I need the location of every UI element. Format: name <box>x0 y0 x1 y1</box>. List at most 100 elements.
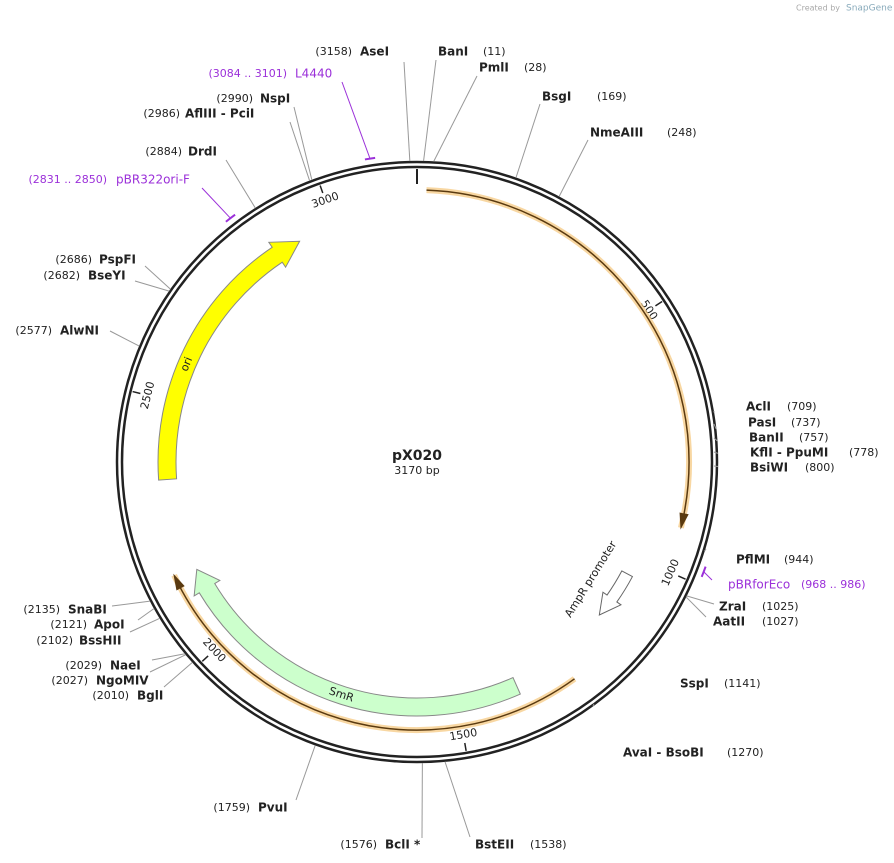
feature-ori <box>157 240 301 481</box>
site-leader <box>592 703 595 707</box>
site-leader <box>704 548 707 552</box>
site-position: (2010) <box>92 689 129 702</box>
tick-label: 1000 <box>659 557 682 588</box>
site-position: (1270) <box>727 746 764 759</box>
site-position: (2102) <box>36 634 73 647</box>
site-position: (248) <box>667 126 697 139</box>
site-leader <box>149 654 186 673</box>
site-name: SspI <box>680 677 709 691</box>
site-position: (2135) <box>23 603 60 616</box>
site-name: PasI <box>748 416 776 430</box>
tick-mark <box>201 655 209 662</box>
site-position: (2027) <box>51 674 88 687</box>
site-position: (2121) <box>50 618 87 631</box>
site-position: (1576) <box>340 838 377 851</box>
site-name: AclI <box>746 400 771 414</box>
primer-leader <box>341 81 371 159</box>
site-position: (28) <box>524 61 547 74</box>
site-name: AseI <box>360 45 389 59</box>
site-position: (1538) <box>530 838 567 851</box>
site-leader <box>444 761 471 838</box>
site-position: (1027) <box>762 615 799 628</box>
site-leader <box>648 652 651 655</box>
site-name: BglI <box>137 689 163 703</box>
site-leader <box>109 330 140 347</box>
tick-label: 3000 <box>310 189 341 211</box>
site-name: SnaBI <box>68 603 107 617</box>
site-name: PflMI <box>736 553 770 567</box>
site-leader <box>289 121 311 181</box>
site-name: BsgI <box>542 90 571 104</box>
tick-mark <box>132 390 141 395</box>
site-position: (2986) <box>143 107 180 120</box>
site-name: DrdI <box>188 145 217 159</box>
site-leader <box>713 423 717 430</box>
site-position: (1025) <box>762 600 799 613</box>
site-leader <box>144 265 171 290</box>
primer-range: (968 .. 986) <box>801 578 866 591</box>
site-position: (3158) <box>315 45 352 58</box>
gene-line <box>426 189 690 519</box>
site-position: (2682) <box>43 269 80 282</box>
primer-name: pBRforEco <box>728 578 790 592</box>
site-position: (169) <box>597 90 627 103</box>
site-leader <box>134 280 170 292</box>
site-name: NgoMIV <box>96 674 149 688</box>
tick-mark <box>319 185 324 194</box>
site-name: NspI <box>260 92 290 106</box>
site-name: BssHII <box>79 634 121 648</box>
primer-range: (3084 .. 3101) <box>208 67 287 80</box>
tick-mark <box>655 300 663 307</box>
site-position: (778) <box>849 446 879 459</box>
site-name: NmeAIII <box>590 126 643 140</box>
site-name: ApoI <box>94 618 125 632</box>
site-leader <box>403 61 411 162</box>
site-position: (2884) <box>145 145 182 158</box>
site-leader <box>558 139 589 197</box>
brand: SnapGene <box>846 4 893 14</box>
tick-mark <box>464 742 467 751</box>
site-name: PmlI <box>479 61 509 75</box>
site-position: (709) <box>787 400 817 413</box>
primer-leader <box>201 187 231 219</box>
site-leader <box>293 106 313 181</box>
site-leader <box>423 59 437 162</box>
site-leader <box>686 595 715 605</box>
site-leader <box>163 661 193 688</box>
site-name: BanI <box>438 45 468 59</box>
tick-mark <box>677 575 686 580</box>
site-name: BclI * <box>385 838 421 852</box>
site-leader <box>137 608 155 621</box>
primer-name: L4440 <box>295 67 332 81</box>
site-leader <box>713 451 719 454</box>
site-name: KflI - PpuMI <box>750 446 828 460</box>
site-name: NaeI <box>110 659 141 673</box>
site-name: BanII <box>749 431 784 445</box>
site-name: AflIII - PciI <box>185 107 254 121</box>
created-by: Created by <box>796 4 840 13</box>
backbone-inner <box>120 165 714 759</box>
site-position: (11) <box>483 45 506 58</box>
gene-halo <box>426 187 692 529</box>
site-name: AvaI - BsoBI <box>623 746 704 760</box>
site-position: (2029) <box>65 659 102 672</box>
site-name: AatII <box>713 615 745 629</box>
site-name: PvuI <box>258 801 288 815</box>
backbone-outer <box>115 160 719 764</box>
site-leader <box>515 103 541 178</box>
feature-promoter <box>598 570 634 616</box>
primer-range: (2831 .. 2850) <box>28 173 107 186</box>
site-name: ZraI <box>719 600 746 614</box>
site-name: AlwNI <box>60 324 99 338</box>
gene-head <box>173 573 185 591</box>
feature-smr <box>193 568 521 717</box>
gene-head <box>679 512 689 530</box>
site-name: BsiWI <box>750 461 788 475</box>
primer-mark <box>700 566 707 578</box>
site-leader <box>151 653 186 661</box>
site-position: (737) <box>791 416 821 429</box>
site-position: (757) <box>799 431 829 444</box>
primer-name: pBR322ori-F <box>116 173 190 187</box>
gene-line <box>177 583 575 731</box>
